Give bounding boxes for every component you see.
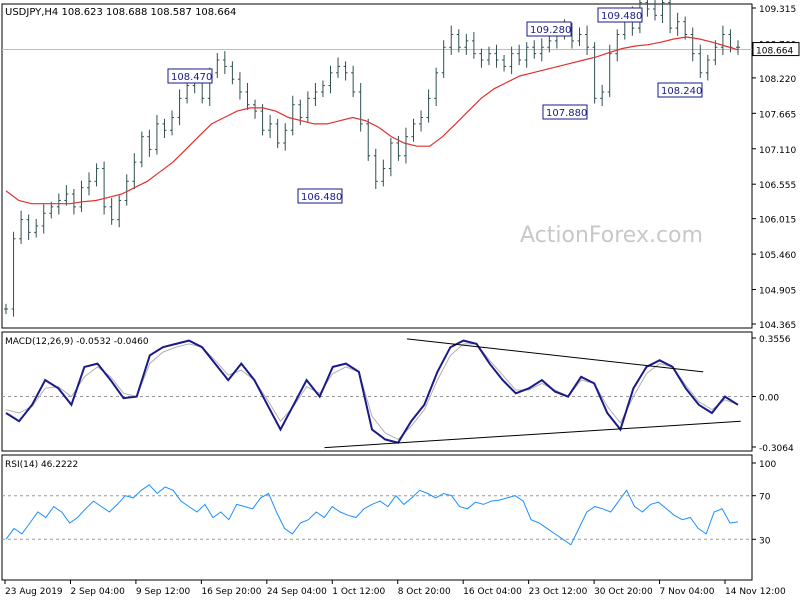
- price-tick-label: 107.110: [759, 146, 796, 156]
- moving-average-line: [5, 36, 739, 205]
- rsi-tick-label: 70: [759, 493, 771, 503]
- annotation-box: [542, 104, 588, 120]
- price-tick-label: 105.460: [759, 251, 796, 261]
- price-tick-label: 106.555: [759, 181, 796, 191]
- watermark: ActionForex.com: [520, 223, 703, 248]
- annotation-box: [657, 82, 703, 98]
- macd-tick-label: 0.3556: [759, 335, 791, 345]
- current-price-label: 108.664: [756, 47, 793, 57]
- macd-line: [5, 339, 739, 444]
- annotation-label: 108.240: [661, 86, 702, 97]
- x-tick-label: 7 Nov 04:00: [660, 587, 715, 597]
- macd-trendline: [406, 338, 704, 373]
- rsi-tick-label: 100: [759, 460, 776, 470]
- x-tick-label: 23 Oct 12:00: [529, 587, 588, 597]
- annotation-label: 106.480: [301, 192, 342, 203]
- x-tick-label: 30 Oct 20:00: [594, 587, 653, 597]
- x-tick-label: 23 Aug 2019: [5, 587, 63, 597]
- x-tick-label: 8 Oct 20:00: [398, 587, 451, 597]
- annotation-label: 107.880: [546, 108, 587, 119]
- x-tick-label: 1 Oct 12:00: [332, 587, 385, 597]
- x-tick-label: 16 Oct 04:00: [463, 587, 522, 597]
- price-tick-label: 104.365: [759, 321, 796, 331]
- macd-trendline: [324, 420, 741, 449]
- x-tick-label: 16 Sep 20:00: [201, 587, 261, 597]
- x-tick-label: 9 Sep 12:00: [136, 587, 191, 597]
- annotation-box: [297, 188, 343, 204]
- annotation-label: 109.280: [530, 25, 571, 36]
- annotation-label: 109.480: [601, 11, 642, 22]
- macd-pane-frame: [1, 331, 753, 452]
- annotation-box: [526, 21, 572, 37]
- price-tick-label: 108.220: [759, 75, 796, 85]
- price-pane-frame: [1, 3, 753, 329]
- x-tick-label: 2 Sep 04:00: [70, 587, 125, 597]
- macd-tick-label: -0.3064: [759, 444, 794, 454]
- rsi-pane-frame: [1, 454, 753, 581]
- chart-header: USDJPY,H4 108.623 108.688 108.587 108.66…: [5, 7, 236, 18]
- annotation-box: [167, 68, 213, 84]
- price-tick-label: 106.015: [759, 216, 796, 226]
- price-tick-label: 107.665: [759, 110, 796, 120]
- price-tick-label: 109.315: [759, 5, 796, 15]
- macd-tick-label: 0.00: [759, 394, 779, 404]
- macd-signal-line: [5, 343, 739, 441]
- x-tick-label: 14 Nov 12:00: [725, 587, 786, 597]
- rsi-tick-label: 30: [759, 536, 771, 546]
- annotation-box: [597, 7, 643, 23]
- rsi-label: RSI(14) 46.2222: [5, 460, 78, 470]
- price-tick-label: 104.905: [759, 287, 796, 297]
- annotation-label: 108.470: [171, 72, 212, 83]
- macd-label: MACD(12,26,9) -0.0532 -0.0460: [5, 337, 149, 347]
- x-tick-label: 24 Sep 04:00: [267, 587, 327, 597]
- rsi-line: [5, 484, 739, 546]
- current-price-box: [752, 42, 800, 57]
